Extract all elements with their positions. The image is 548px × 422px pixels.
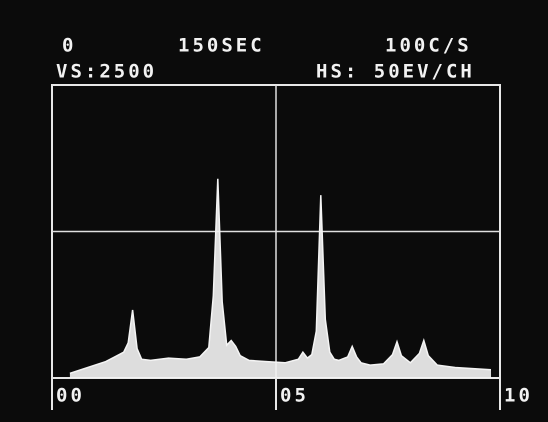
- header-hscale: HS: 50EV/CH: [316, 61, 475, 83]
- x-tick-label: 00: [56, 385, 85, 407]
- header-count: 0: [62, 35, 76, 57]
- spectrum: [69, 178, 492, 375]
- x-tick-label: 10: [504, 385, 533, 407]
- header-rate: 100C/S: [385, 35, 472, 57]
- x-tick-label: 05: [280, 385, 309, 407]
- header-vscale: VS:2500: [56, 61, 157, 83]
- header-time: 150SEC: [178, 35, 265, 57]
